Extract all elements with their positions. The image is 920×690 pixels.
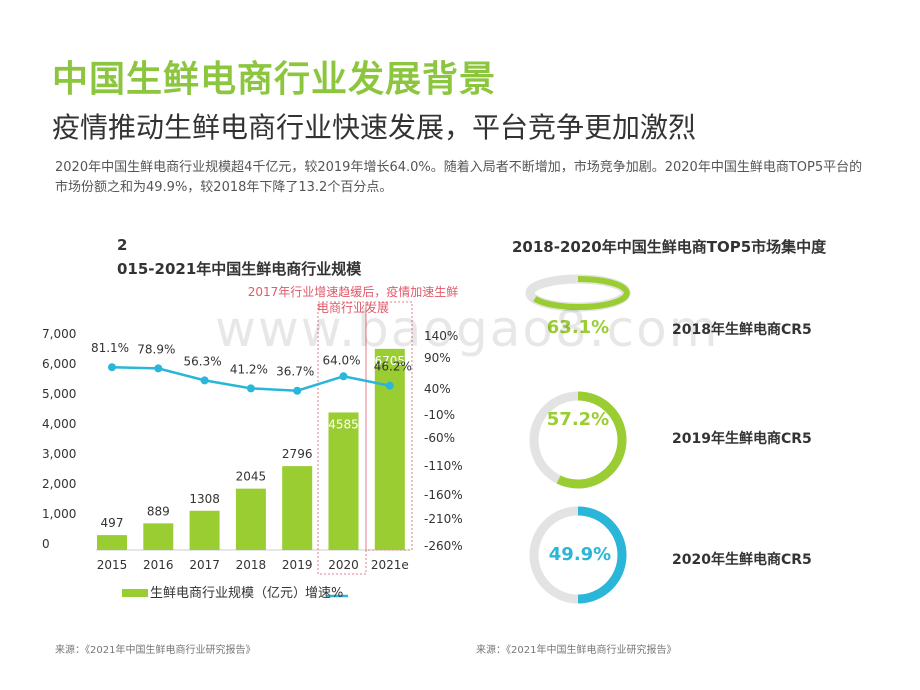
y-right-tick: -110%	[424, 459, 463, 473]
x-tick-label: 2015	[97, 558, 128, 572]
donut-value: 57.2%	[547, 409, 609, 430]
bar	[328, 412, 359, 550]
growth-point	[154, 364, 163, 373]
bar-value-label: 889	[147, 504, 170, 518]
donut-arc	[529, 391, 627, 489]
donut-value: 63.1%	[547, 317, 609, 338]
bar	[282, 466, 313, 550]
page-description: 2020年中国生鲜电商行业规模超4千亿元，较2019年增长64.0%。随着入局者…	[55, 160, 863, 195]
x-tick-label: 2017	[189, 558, 220, 572]
bar	[189, 510, 220, 550]
donut-arc	[533, 275, 630, 310]
x-tick-label: 2019	[282, 558, 313, 572]
x-tick-label: 2018	[236, 558, 267, 572]
y-right-tick: -260%	[424, 539, 463, 553]
growth-label: 64.0%	[322, 353, 360, 367]
bar-value-label: 2796	[282, 447, 313, 461]
source-note-right: 来源：《2021年中国生鲜电商行业研究报告》	[476, 645, 677, 656]
growth-point	[246, 384, 255, 393]
y-left-tick: 5,000	[42, 387, 76, 401]
growth-point	[108, 363, 116, 372]
bar-chart-title-line2: 015-2021年中国生鲜电商行业规模	[117, 260, 362, 278]
growth-label: 78.9%	[137, 342, 175, 356]
bar	[143, 523, 174, 550]
bar-value-label: 4585	[328, 417, 359, 431]
growth-label: 56.3%	[184, 354, 222, 368]
y-left-tick: 6,000	[42, 357, 76, 371]
y-left-tick: 1,000	[42, 507, 76, 521]
y-right-tick: 40%	[424, 382, 451, 396]
bar	[235, 488, 266, 550]
x-tick-label: 2016	[143, 558, 174, 572]
growth-point	[385, 381, 394, 390]
chart-annotation: 2017年行业增速趋缓后，疫情加速生鲜电商行业发展	[247, 285, 459, 315]
donut-label: 2018年生鲜电商CR5	[672, 322, 812, 338]
y-left-tick: 2,000	[42, 477, 76, 491]
page-subtitle: 疫情推动生鲜电商行业快速发展，平台竞争更加激烈	[52, 111, 697, 144]
y-left-tick: 3,000	[42, 447, 76, 461]
y-right-tick: -10%	[424, 408, 455, 422]
bar-value-label: 1308	[189, 492, 220, 506]
page-title: 中国生鲜电商行业发展背景	[52, 59, 497, 100]
growth-label: 41.2%	[230, 362, 268, 376]
y-right-tick: -160%	[424, 488, 463, 502]
y-left-tick: 4,000	[42, 417, 76, 431]
legend-bar-swatch	[122, 589, 148, 597]
growth-point	[339, 372, 348, 381]
bar-value-label: 6705	[375, 354, 406, 368]
source-note-left: 来源：《2021年中国生鲜电商行业研究报告》	[55, 645, 256, 656]
y-right-tick: -60%	[424, 431, 455, 445]
donut-arc	[529, 506, 627, 604]
y-left-tick: 0	[42, 537, 50, 551]
y-right-tick: 140%	[424, 329, 458, 343]
donut-label: 2019年生鲜电商CR5	[672, 431, 812, 447]
y-right-tick: -210%	[424, 512, 463, 526]
y-right-tick: 90%	[424, 351, 451, 365]
watermark: www.baogao8.com	[215, 300, 720, 358]
bar	[97, 535, 127, 550]
legend-line-label: 增速%	[305, 586, 343, 601]
y-left-tick: 7,000	[42, 327, 76, 341]
x-tick-label: 2020	[328, 558, 359, 572]
growth-label: 81.1%	[91, 341, 129, 355]
growth-point	[200, 376, 209, 385]
x-tick-label: 2021e	[371, 558, 409, 572]
legend-bar-label: 生鲜电商行业规模（亿元）	[150, 586, 306, 601]
bar-chart-title-line1: 2	[117, 236, 128, 254]
growth-label: 36.7%	[276, 365, 314, 379]
donut-label: 2020年生鲜电商CR5	[672, 552, 812, 568]
bar-chart-title: 2 015-2021年中国生鲜电商行业规模	[117, 233, 361, 281]
donut-value: 49.9%	[549, 544, 611, 565]
bar-value-label: 2045	[236, 470, 267, 484]
growth-point	[293, 386, 302, 395]
growth-label: 46.2%	[374, 360, 412, 374]
bar-value-label: 497	[101, 516, 124, 530]
donut-chart-title: 2018-2020年中国生鲜电商TOP5市场集中度	[512, 238, 827, 256]
